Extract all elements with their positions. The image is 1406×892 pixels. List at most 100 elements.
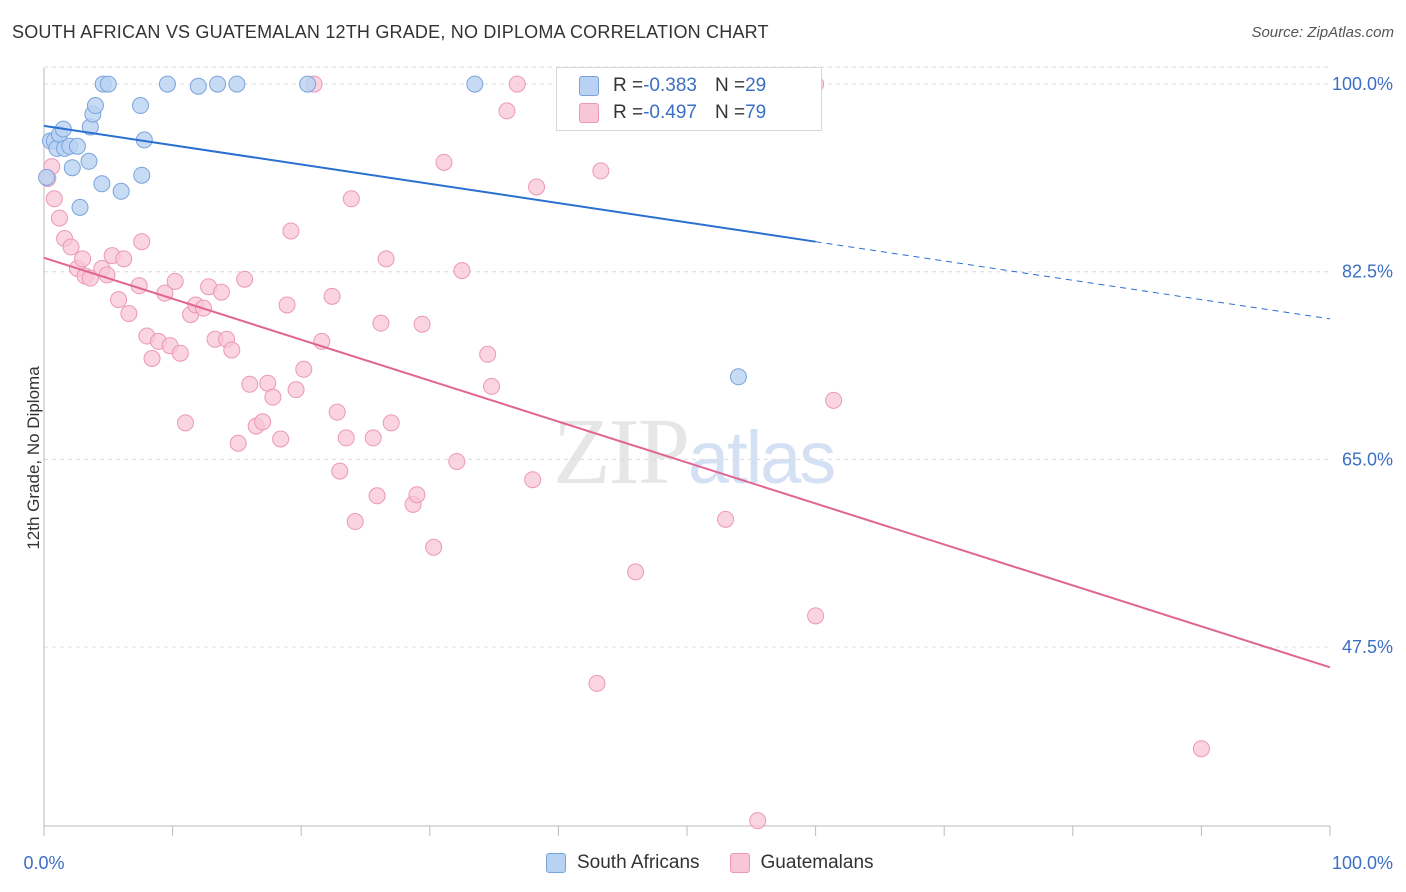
guatemalans-point (50, 209, 68, 227)
guatemalans-point (382, 414, 400, 432)
south-africans-point (209, 75, 227, 93)
south-africans-trend-line (43, 124, 816, 243)
guatemalans-point (448, 452, 466, 470)
watermark-atlas: atlas (688, 416, 836, 499)
legend-n-label: N = (714, 102, 746, 123)
guatemalans-point (241, 375, 259, 393)
guatemalans-point (372, 314, 390, 332)
guatemalans-point (825, 391, 843, 409)
south-africans-point (299, 75, 317, 93)
x-tick-label: 100.0% (1332, 853, 1393, 873)
south-africans-point (729, 368, 747, 386)
stats-legend: R = -0.383 N = 29 R = -0.497 N = 79 (556, 67, 822, 131)
south-africans-trend-extension (815, 241, 1331, 320)
legend-item-south-africans[interactable]: South Africans (546, 852, 700, 874)
guatemalans-point (236, 270, 254, 288)
guatemalans-point (282, 222, 300, 240)
legend-swatch-south-africans (579, 76, 599, 96)
guatemalans-point (323, 287, 341, 305)
guatemalans-point (115, 250, 133, 268)
guatemalans-point (295, 360, 313, 378)
south-africans-point (93, 175, 111, 193)
guatemalans-point (133, 233, 151, 251)
south-africans-point (38, 168, 56, 186)
legend-item-guatemalans[interactable]: Guatemalans (729, 852, 874, 874)
legend-n-label: N = (714, 75, 746, 96)
guatemalans-point (435, 153, 453, 171)
legend-row-south-africans: R = -0.383 N = 29 (579, 73, 766, 99)
legend-swatch-guatemalans (579, 103, 599, 123)
guatemalans-point (328, 403, 346, 421)
legend-label-south-africans: South Africans (577, 852, 700, 873)
guatemalans-point (368, 487, 386, 505)
legend-n-value: 79 (745, 102, 767, 123)
legend-r-value: -0.497 (643, 102, 697, 123)
guatemalans-point (807, 607, 825, 625)
guatemalans-point (364, 429, 382, 447)
guatemalans-point (287, 381, 305, 399)
y-tick-label: 65.0% (1342, 449, 1393, 469)
guatemalans-point (453, 262, 471, 280)
y-tick-label: 82.5% (1342, 262, 1393, 282)
guatemalans-point (74, 250, 92, 268)
guatemalans-point (425, 538, 443, 556)
guatemalans-point (272, 430, 290, 448)
guatemalans-point (176, 414, 194, 432)
guatemalans-point (346, 513, 364, 531)
legend-r-label: R = (613, 102, 644, 123)
south-africans-point (158, 75, 176, 93)
guatemalans-point (110, 291, 128, 309)
guatemalans-point (62, 238, 80, 256)
guatemalans-point (337, 429, 355, 447)
guatemalans-point (223, 341, 241, 359)
south-africans-point (63, 159, 81, 177)
y-tick-label: 100.0% (1332, 74, 1393, 94)
south-africans-point (99, 75, 117, 93)
guatemalans-trend-line (43, 256, 1331, 669)
legend-swatch-guatemalans (729, 853, 750, 873)
guatemalans-point (717, 510, 735, 528)
legend-r-label: R = (613, 75, 644, 96)
guatemalans-point (342, 190, 360, 208)
south-africans-point (86, 97, 104, 115)
south-africans-point (68, 137, 86, 155)
guatemalans-point (254, 413, 272, 431)
south-africans-point (131, 97, 149, 115)
south-africans-point (466, 75, 484, 93)
legend-row-guatemalans: R = -0.497 N = 79 (579, 100, 766, 126)
south-africans-point (228, 75, 246, 93)
x-tick-label: 0.0% (23, 853, 64, 873)
guatemalans-point (413, 315, 431, 333)
guatemalans-point (627, 563, 645, 581)
south-africans-point (133, 166, 151, 184)
guatemalans-point (498, 102, 516, 120)
guatemalans-point (45, 190, 63, 208)
y-tick-label: 47.5% (1342, 637, 1393, 657)
south-africans-point (71, 198, 89, 216)
guatemalans-point (508, 75, 526, 93)
guatemalans-point (171, 344, 189, 362)
chart-title: SOUTH AFRICAN VS GUATEMALAN 12TH GRADE, … (12, 22, 769, 42)
guatemalans-point (479, 345, 497, 363)
watermark-zip: ZIP (553, 400, 690, 504)
south-africans-point (112, 182, 130, 200)
guatemalans-point (377, 250, 395, 268)
guatemalans-point (331, 462, 349, 480)
guatemalans-point (166, 272, 184, 290)
watermark: ZIPatlas (553, 398, 836, 506)
guatemalans-point (212, 283, 230, 301)
guatemalans-point (1192, 740, 1210, 758)
legend-r-value: -0.383 (643, 75, 697, 96)
guatemalans-point (483, 377, 501, 395)
legend-swatch-south-africans (546, 853, 566, 873)
legend-label-guatemalans: Guatemalans (760, 852, 874, 873)
guatemalans-point (143, 350, 161, 368)
guatemalans-point (408, 486, 426, 504)
guatemalans-point (749, 812, 767, 830)
south-africans-point (189, 77, 207, 95)
guatemalans-point (278, 296, 296, 314)
series-legend: South Africans Guatemalans (546, 852, 904, 874)
guatemalans-point (528, 178, 546, 196)
guatemalans-point (588, 674, 606, 692)
